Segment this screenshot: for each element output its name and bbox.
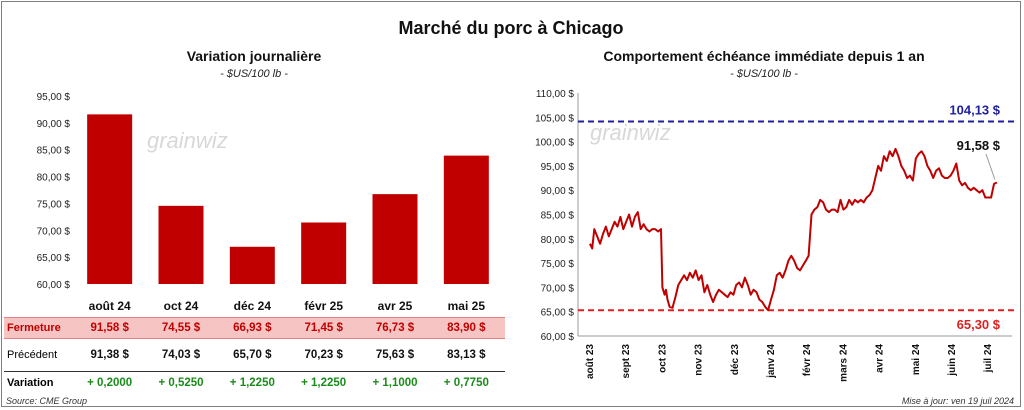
- price-line: [589, 147, 998, 312]
- x-tick-label: mai 24: [911, 344, 922, 376]
- y-tick-label: 90,00 $: [37, 119, 71, 130]
- main-title: Marché du porc à Chicago: [398, 18, 624, 38]
- x-tick-label: févr 25: [304, 299, 343, 313]
- x-tick-label: juil 24: [983, 344, 994, 374]
- y-tick-label: 90,00 $: [541, 186, 575, 197]
- y-tick-label: 70,00 $: [37, 226, 71, 237]
- y-tick-label: 95,00 $: [37, 92, 71, 103]
- close-cell: 76,73 $: [375, 322, 415, 334]
- prev-cell: 74,03 $: [161, 349, 201, 361]
- line-chart: grainwiz 60,00 $ 65,00 $ 70,00 $ 75,00 $ 80,0…: [535, 89, 1016, 382]
- x-tick-label: août 24: [89, 299, 131, 313]
- prev-row: Précédent 91,38 $ 74,03 $ 65,70 $ 70,23 $ 75…: [4, 344, 505, 366]
- y-tick-label: 85,00 $: [37, 146, 71, 157]
- change-row: Variation + 0,2000 + 0,5250 + 1,2250 + 1,22…: [4, 371, 505, 394]
- x-tick-label: juin 24: [947, 344, 958, 377]
- y-tick-label: 110,00 $: [536, 89, 575, 100]
- left-chart-unit: - $US/100 lb -: [220, 68, 288, 80]
- change-cell: + 1,1000: [372, 377, 418, 389]
- close-cell: 74,55 $: [161, 322, 201, 334]
- x-tick-label: déc 23: [730, 344, 741, 376]
- y-tick-label: 75,00 $: [37, 199, 71, 210]
- change-cell: + 0,5250: [158, 377, 204, 389]
- bar-mai-25: [443, 155, 489, 284]
- x-tick-label: sept 23: [621, 344, 632, 379]
- y-tick-label: 60,00 $: [37, 280, 71, 291]
- y-tick-label: 95,00 $: [541, 162, 575, 173]
- y-tick-label: 65,00 $: [541, 308, 575, 319]
- x-tick-label: janv 24: [766, 344, 777, 379]
- x-tick-label: déc 24: [234, 299, 272, 313]
- x-tick-label: nov 23: [694, 344, 705, 376]
- prev-cell: 91,38 $: [90, 349, 129, 361]
- right-chart-title: Comportement échéance immédiate depuis 1…: [603, 48, 925, 64]
- y-tick-label: 80,00 $: [37, 173, 71, 184]
- x-tick-label: avr 24: [875, 344, 886, 373]
- bar-chart: grainwiz 60,00 $ 65,00 $ 70,00 $ 75,00 $ 80,0…: [37, 92, 489, 313]
- bar-août-24: [87, 114, 133, 284]
- y-tick-label: 80,00 $: [541, 235, 575, 246]
- bar-déc-24: [229, 246, 275, 284]
- prev-cell: 65,70 $: [233, 349, 272, 361]
- y-tick-label: 60,00 $: [541, 332, 575, 343]
- y-tick-label: 105,00 $: [535, 113, 574, 124]
- left-chart-title: Variation journalière: [186, 48, 322, 64]
- y-tick-label: 70,00 $: [541, 283, 575, 294]
- close-row: Fermeture 91,58 $ 74,55 $ 66,93 $ 71,45 $ 76…: [4, 317, 505, 339]
- x-tick-label: mai 25: [448, 299, 486, 313]
- x-tick-label: oct 23: [657, 344, 668, 373]
- close-cell: 66,93 $: [233, 322, 272, 334]
- close-cell: 71,45 $: [304, 322, 343, 334]
- prev-row-label: Précédent: [7, 349, 58, 361]
- y-tick-label: 85,00 $: [541, 211, 575, 222]
- left-watermark: grainwiz: [147, 128, 228, 153]
- update-note: Mise à jour: ven 19 juil 2024: [901, 396, 1014, 406]
- close-cell: 91,58 $: [90, 322, 129, 334]
- y-tick-label: 100,00 $: [535, 138, 574, 149]
- bar-avr-25: [372, 194, 418, 284]
- prev-cell: 75,63 $: [375, 349, 415, 361]
- close-cell: 83,90 $: [447, 322, 486, 334]
- change-cell: + 0,7750: [443, 377, 489, 389]
- y-tick-label: 65,00 $: [37, 253, 71, 264]
- change-cell: + 1,2250: [229, 377, 275, 389]
- high-label: 104,13 $: [949, 103, 1000, 118]
- right-watermark: grainwiz: [590, 120, 671, 145]
- prev-cell: 70,23 $: [304, 349, 343, 361]
- x-tick-label: févr 24: [802, 344, 813, 377]
- bar-févr-25: [301, 222, 347, 284]
- change-cell: + 1,2250: [301, 377, 347, 389]
- last-value-label: 91,58 $: [957, 138, 1001, 153]
- x-tick-label: août 23: [585, 344, 596, 379]
- bar-oct-24: [158, 205, 204, 284]
- change-row-label: Variation: [7, 377, 54, 389]
- x-tick-label: avr 25: [378, 299, 413, 313]
- x-tick-label: oct 24: [164, 299, 199, 313]
- change-cell: + 0,2000: [87, 377, 133, 389]
- y-tick-label: 75,00 $: [541, 259, 575, 270]
- x-tick-label: mars 24: [838, 344, 849, 382]
- close-row-bg: [4, 317, 505, 339]
- last-value-leader: [985, 153, 996, 180]
- low-label: 65,30 $: [957, 317, 1001, 332]
- prev-cell: 83,13 $: [447, 349, 486, 361]
- close-row-label: Fermeture: [7, 322, 61, 334]
- source-note: Source: CME Group: [6, 396, 88, 406]
- right-chart-unit: - $US/100 lb -: [730, 68, 798, 80]
